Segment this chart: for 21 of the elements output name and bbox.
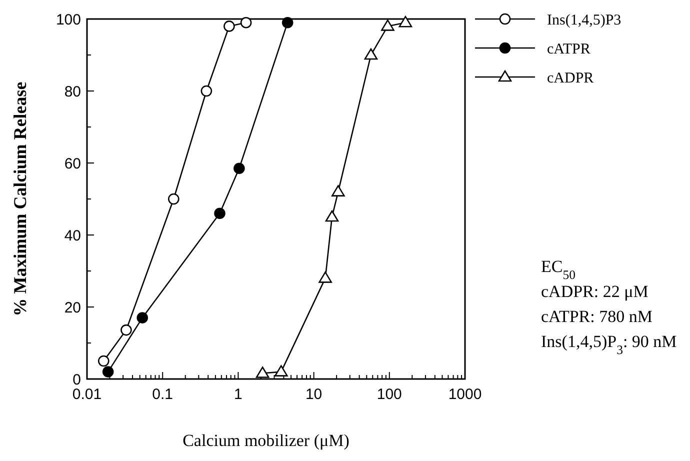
x-tick-label: 0.1	[152, 386, 174, 403]
legend-label: Ins(1,4,5)P3	[547, 12, 622, 28]
y-tick-label: 80	[64, 83, 81, 100]
legend-label: cATPR	[547, 41, 590, 58]
y-tick-label: 40	[64, 227, 81, 244]
y-axis-title: % Maximum Calcium Release	[10, 82, 30, 316]
x-tick-label: 100	[376, 386, 402, 403]
y-tick-label: 60	[64, 155, 81, 172]
x-tick-label: 1	[234, 386, 242, 403]
legend-label: cADPR	[547, 70, 594, 86]
text: EC$_{50}$	[541, 257, 576, 282]
y-tick-label: 0	[72, 371, 81, 388]
x-tick-label: 10	[305, 386, 322, 403]
x-axis-title: Calcium mobilizer (μM)	[182, 431, 350, 450]
text: cADPR: 22 μM	[541, 282, 648, 301]
text: Ins(1,4,5)P$_{3}$: 90 nM	[541, 332, 677, 357]
text: cATPR: 780 nM	[541, 307, 652, 326]
y-tick-label: 100	[56, 11, 81, 28]
x-tick-label: 0.01	[72, 386, 102, 403]
x-tick-label: 1000	[448, 386, 482, 403]
y-tick-label: 20	[64, 299, 81, 316]
